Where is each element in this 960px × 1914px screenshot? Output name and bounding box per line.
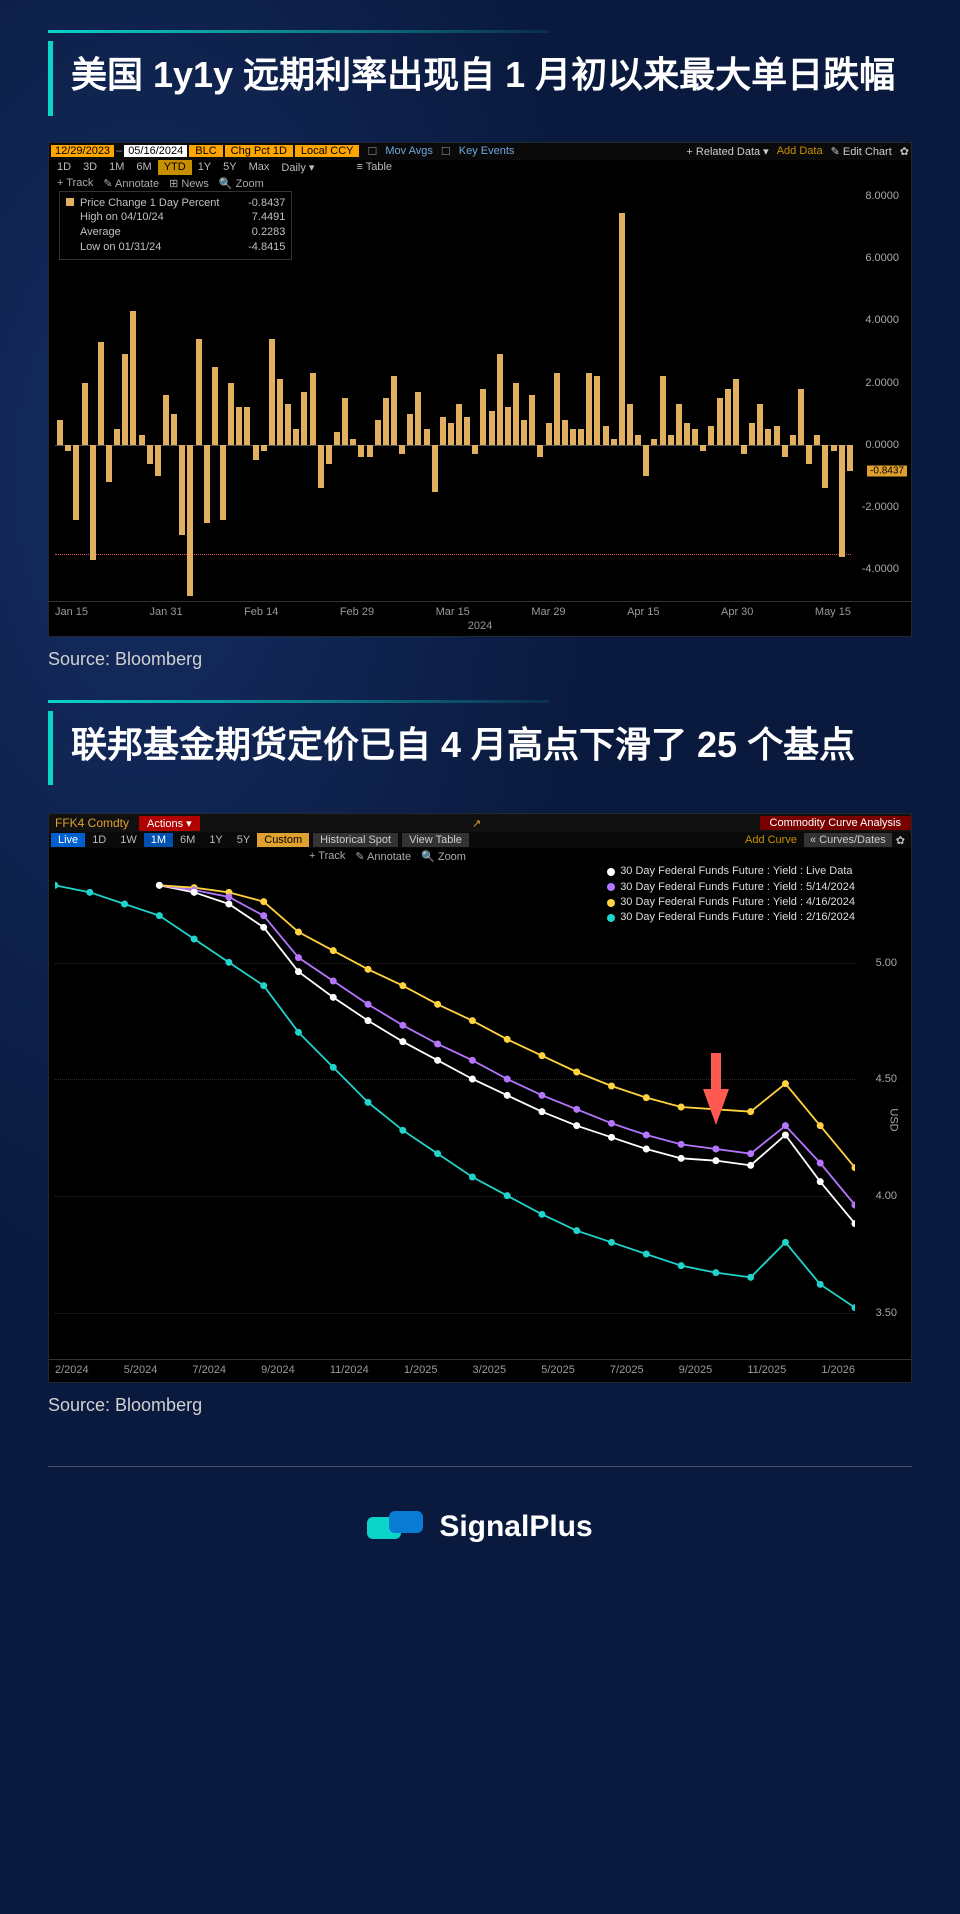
tf-6m[interactable]: 6M	[173, 833, 202, 847]
table-button[interactable]: ≡ Table	[350, 160, 398, 175]
tf-5y[interactable]: 5Y	[230, 833, 257, 847]
tf-1y[interactable]: 1Y	[202, 833, 229, 847]
tf-3d[interactable]: 3D	[77, 160, 103, 175]
section-2: 联邦基金期货定价已自 4 月高点下滑了 25 个基点 FFK4 Comdty A…	[48, 700, 912, 1417]
section-2-source: Source: Bloomberg	[48, 1395, 912, 1416]
chart2-legend: 30 Day Federal Funds Future : Yield : Li…	[607, 864, 855, 926]
chart1-stats-box: Price Change 1 Day Percent-0.8437High on…	[59, 191, 292, 260]
tool[interactable]: + Track	[57, 177, 93, 190]
tf-custom[interactable]: Custom	[257, 833, 309, 847]
section-2-title: 联邦基金期货定价已自 4 月高点下滑了 25 个基点	[48, 711, 912, 786]
key-events[interactable]: Key Events	[459, 145, 515, 157]
actions-menu[interactable]: Actions ▾	[139, 816, 200, 831]
chart2-header: FFK4 Comdty Actions ▾ ↗ Commodity Curve …	[49, 814, 911, 832]
section-1-title: 美国 1y1y 远期利率出现自 1 月初以来最大单日跌幅	[48, 41, 912, 116]
tf-ytd[interactable]: YTD	[158, 160, 192, 175]
bar-chart-bloomberg: 12/29/2023 – 05/16/2024 BLC Chg Pct 1D L…	[48, 142, 912, 637]
pill-blc[interactable]: BLC	[189, 145, 222, 157]
tf-1d[interactable]: 1D	[51, 160, 77, 175]
chart1-x-axis: Jan 15Jan 31Feb 14Feb 29Mar 15Mar 29Apr …	[49, 601, 911, 620]
tf-1m[interactable]: 1M	[144, 833, 173, 847]
tool[interactable]: ⊞ News	[169, 177, 209, 190]
tf-live[interactable]: Live	[51, 833, 85, 847]
tf-1m[interactable]: 1M	[103, 160, 130, 175]
footer-divider	[48, 1466, 912, 1467]
ticker[interactable]: FFK4 Comdty	[49, 814, 135, 832]
brand-name: SignalPlus	[439, 1510, 592, 1544]
tf-daily ▾[interactable]: Daily ▾	[275, 160, 320, 175]
pill-chg[interactable]: Chg Pct 1D	[225, 145, 293, 157]
chart2-timeframes[interactable]: Live1D1W1M6M1Y5YCustomHistorical SpotVie…	[49, 832, 911, 848]
add-data[interactable]: Add Data	[777, 145, 823, 157]
chart1-toolbar-row1: 12/29/2023 – 05/16/2024 BLC Chg Pct 1D L…	[49, 143, 911, 160]
date-to[interactable]: 05/16/2024	[124, 145, 187, 157]
tool[interactable]: 🔍 Zoom	[219, 177, 264, 190]
tf-max[interactable]: Max	[243, 160, 276, 175]
mov-avgs[interactable]: Mov Avgs	[385, 145, 433, 157]
add-curve[interactable]: Add Curve	[738, 833, 804, 847]
chart2-tools[interactable]: + Track✎ Annotate🔍 Zoom	[49, 848, 911, 865]
edit-chart[interactable]: ✎ Edit Chart	[831, 145, 892, 158]
title-rule	[48, 30, 549, 33]
date-from[interactable]: 12/29/2023	[51, 145, 114, 157]
gear-icon[interactable]: ✿	[900, 145, 909, 158]
tf-1d[interactable]: 1D	[85, 833, 113, 847]
section-1: 美国 1y1y 远期利率出现自 1 月初以来最大单日跌幅 12/29/2023 …	[48, 30, 912, 670]
brand-logo-icon	[367, 1507, 427, 1547]
tf-1w[interactable]: 1W	[113, 833, 144, 847]
section-1-source: Source: Bloomberg	[48, 649, 912, 670]
pill-ccy[interactable]: Local CCY	[295, 145, 360, 157]
tf-1y[interactable]: 1Y	[192, 160, 217, 175]
down-arrow-icon	[703, 1089, 729, 1125]
curve-chart-bloomberg: FFK4 Comdty Actions ▾ ↗ Commodity Curve …	[48, 813, 912, 1383]
panel-title: Commodity Curve Analysis	[760, 816, 911, 830]
gear-icon[interactable]: ✿	[892, 834, 909, 847]
chart2-plot-area: USD 3.504.004.505.00	[55, 869, 855, 1359]
external-icon[interactable]: ↗	[472, 817, 481, 830]
chart1-x-year: 2024	[49, 620, 911, 636]
footer: SignalPlus	[0, 1507, 960, 1547]
chart2-x-axis: 2/20245/20247/20249/202411/20241/20253/2…	[49, 1359, 911, 1382]
chart1-timeframes[interactable]: 1D3D1M6MYTD1Y5YMaxDaily ▾ ≡ Table	[49, 160, 911, 175]
chart1-tools[interactable]: + Track ✎ Annotate ⊞ News 🔍 Zoom	[49, 175, 911, 192]
tf-6m[interactable]: 6M	[130, 160, 157, 175]
tf-5y[interactable]: 5Y	[217, 160, 242, 175]
y-axis-label: USD	[887, 1109, 899, 1132]
title-rule-2	[48, 700, 549, 703]
tool[interactable]: ✎ Annotate	[103, 177, 159, 190]
